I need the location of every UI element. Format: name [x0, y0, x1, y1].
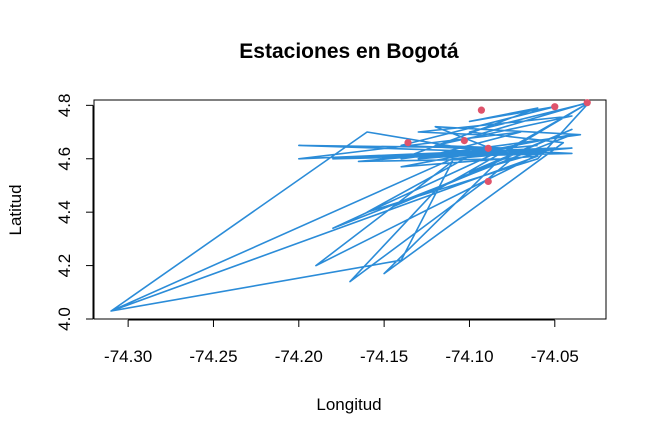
- station-point: [484, 144, 492, 152]
- chart-title: Estaciones en Bogotá: [239, 40, 459, 63]
- x-tick-label: -74.15: [360, 347, 408, 366]
- station-point: [404, 139, 412, 147]
- station-point: [477, 106, 486, 114]
- station-point: [583, 99, 591, 107]
- station-point: [484, 177, 492, 186]
- station-point: [460, 136, 468, 145]
- x-tick-label: -74.20: [275, 347, 323, 366]
- y-tick-label: 4.4: [55, 200, 74, 224]
- x-tick-label: -74.25: [189, 347, 237, 366]
- x-tick-label: -74.05: [531, 347, 579, 366]
- x-axis-label: Longitud: [316, 395, 381, 414]
- series-layer: [110, 99, 591, 312]
- y-tick-label: 4.0: [55, 307, 74, 331]
- y-axis-label: Latitud: [6, 184, 25, 235]
- station-point: [551, 103, 559, 111]
- station-path-line: [110, 101, 590, 312]
- y-tick-label: 4.2: [55, 254, 74, 278]
- y-axis: 4.0 4.2 4.4 4.6 4.8: [55, 94, 94, 331]
- y-tick-label: 4.6: [55, 147, 74, 171]
- x-tick-label: -74.30: [104, 347, 152, 366]
- y-tick-label: 4.8: [55, 94, 74, 118]
- x-axis: -74.30 -74.25 -74.20 -74.15 -74.10 -74.05: [104, 319, 579, 366]
- x-tick-label: -74.10: [445, 347, 493, 366]
- plot-frame: [93, 99, 607, 320]
